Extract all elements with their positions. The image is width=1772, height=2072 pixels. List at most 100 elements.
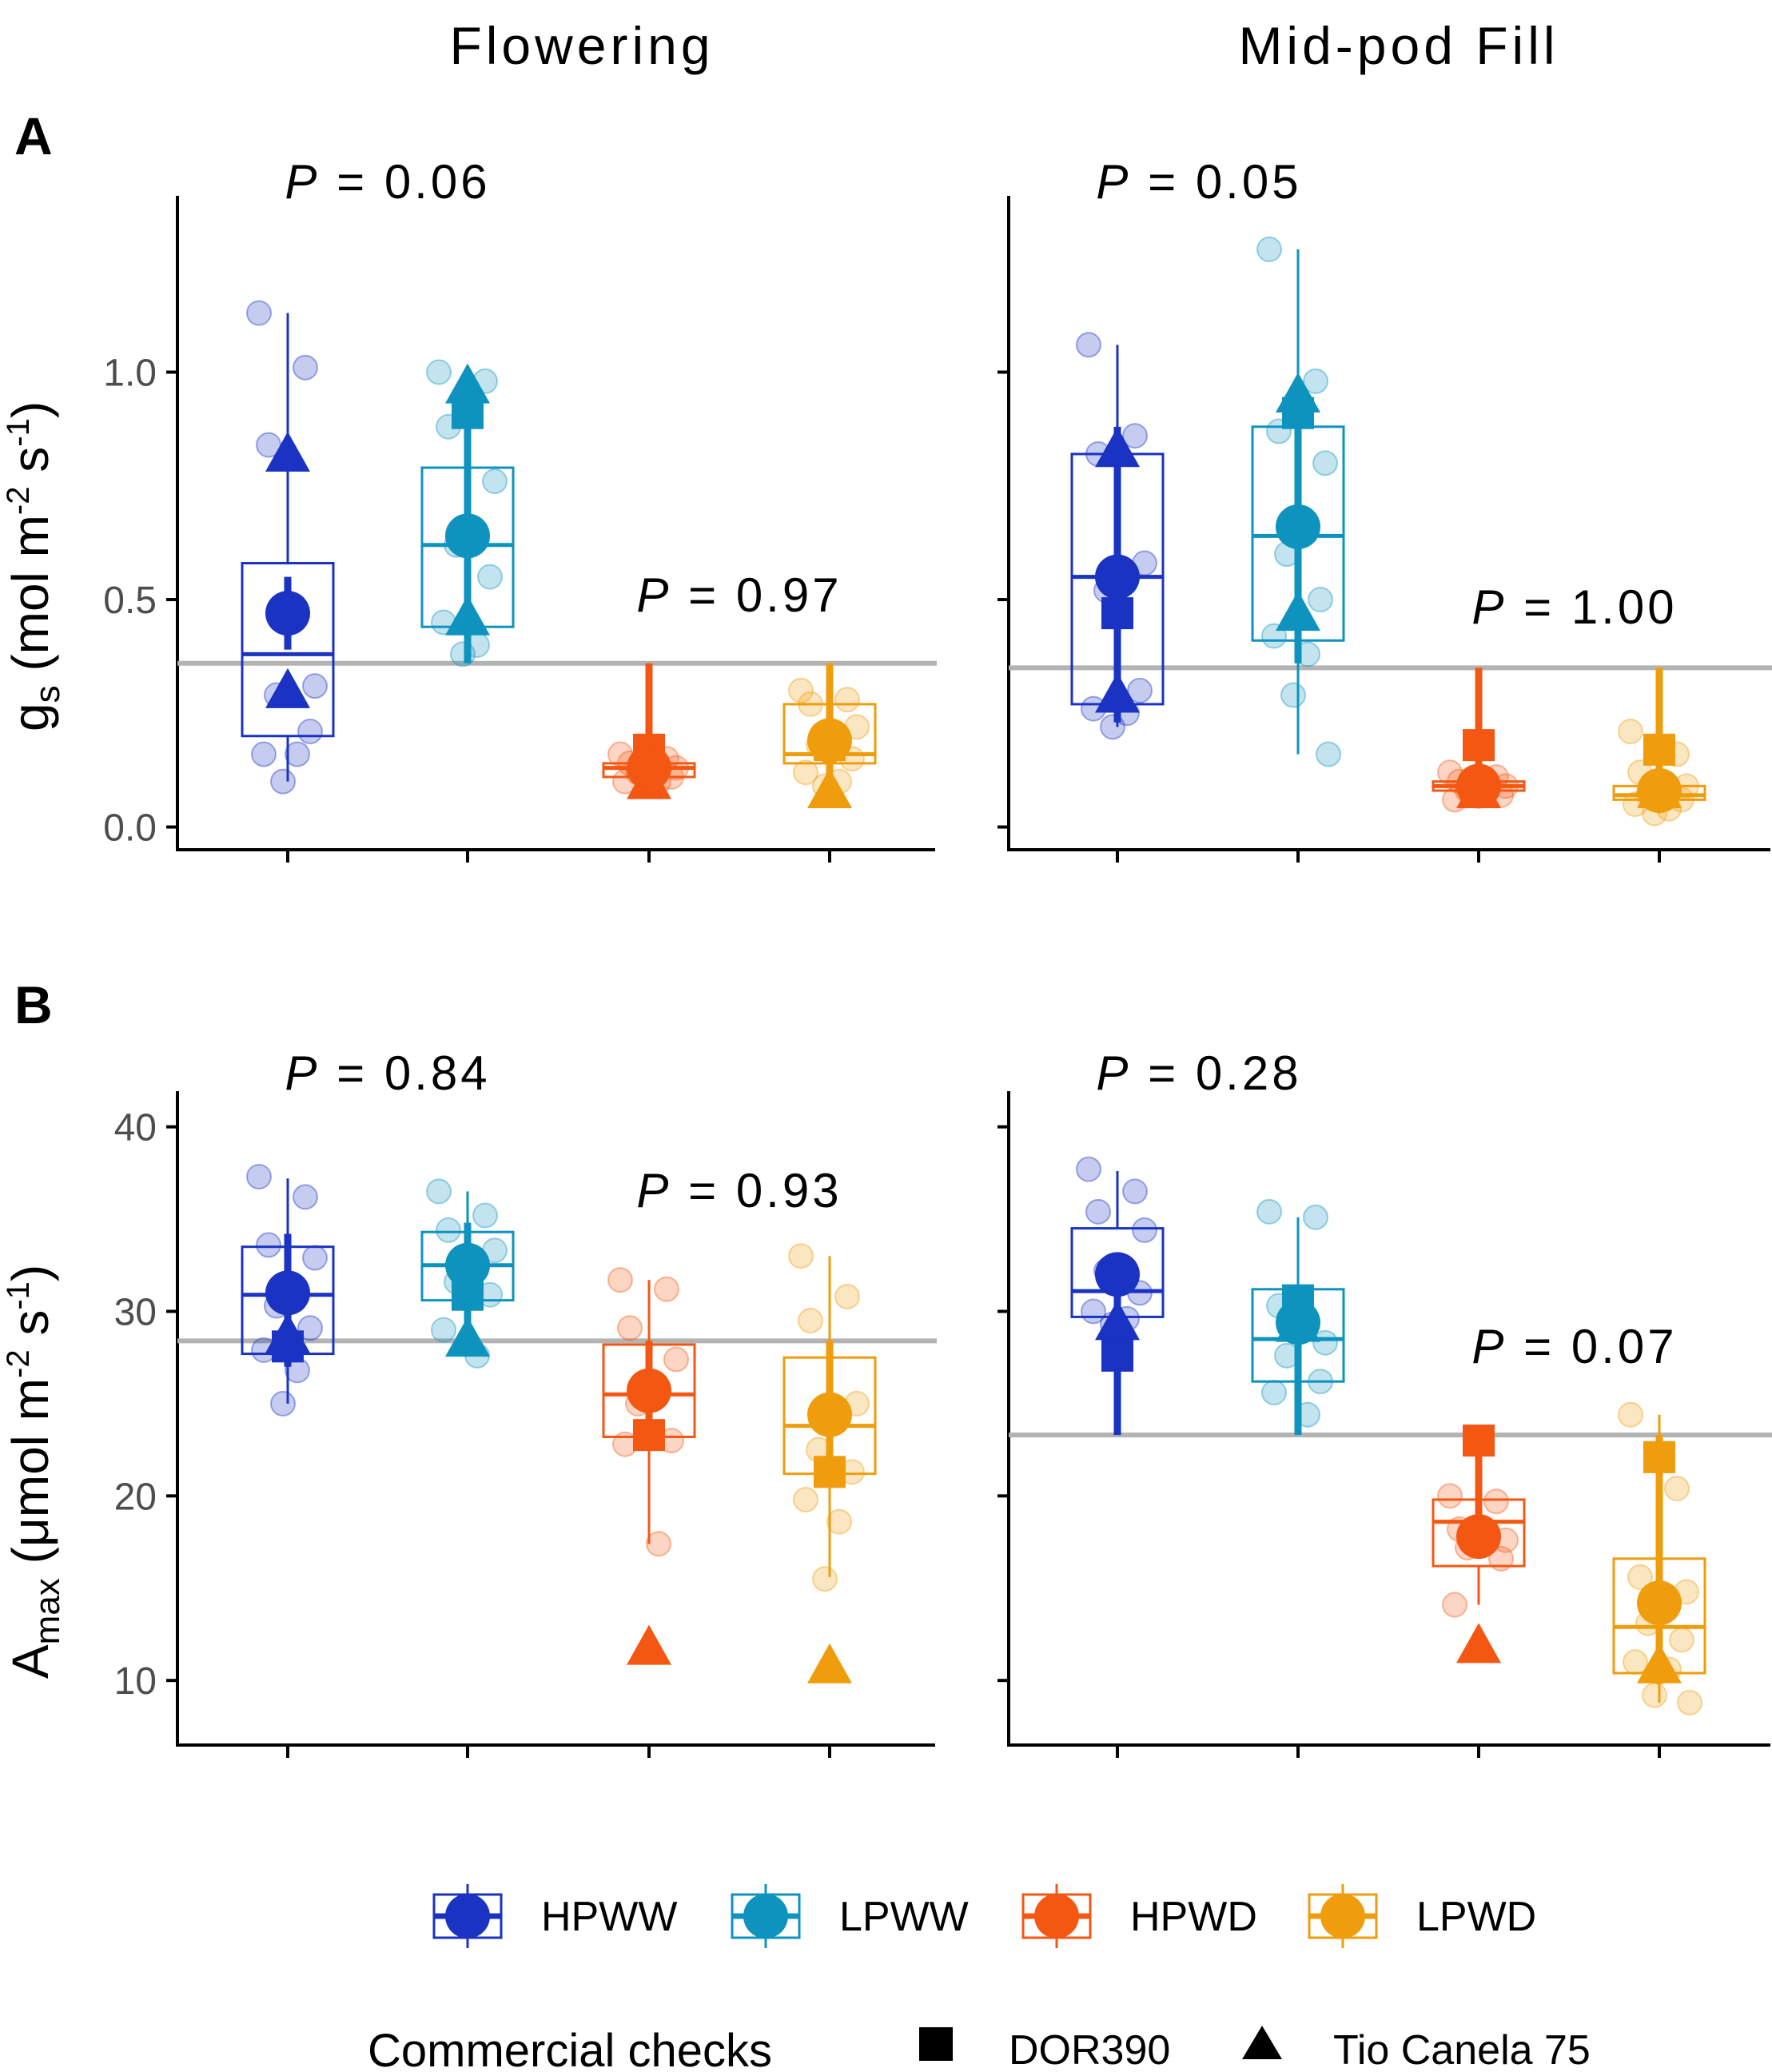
- legend-square-marker: [919, 2027, 953, 2061]
- tio-canela-marker: [1456, 1623, 1501, 1663]
- legend-label: HPWW: [541, 1894, 677, 1940]
- mean-point: [1456, 1514, 1501, 1559]
- p-value-symbol: P: [636, 568, 671, 622]
- legend-item-hpww: HPWW: [434, 1884, 677, 1948]
- y-label-exponent: -2: [1, 487, 36, 516]
- legend-check-tio-canela: Tio Canela 75: [1333, 2027, 1591, 2072]
- data-point: [794, 1488, 818, 1512]
- data-point: [1643, 1684, 1666, 1707]
- data-point: [835, 1285, 859, 1309]
- p-value-number: = 0.06: [320, 155, 490, 209]
- data-point: [247, 1165, 271, 1189]
- p-value-label: P = 0.93: [636, 1164, 842, 1217]
- group-hpwd: [603, 663, 695, 799]
- data-point: [271, 1392, 295, 1416]
- mean-point: [627, 1369, 671, 1413]
- dor390-marker: [814, 1456, 846, 1488]
- mean-point: [1276, 1300, 1320, 1345]
- group-hpwd: [1433, 1424, 1524, 1663]
- data-point: [271, 770, 295, 794]
- p-value-label: P = 0.07: [1471, 1320, 1677, 1373]
- column-title-flowering: Flowering: [449, 16, 714, 75]
- data-point: [1123, 1179, 1147, 1203]
- legend-checks-title: Commercial checks: [368, 2025, 772, 2072]
- data-point: [1443, 1593, 1467, 1617]
- y-label-subscript: s: [28, 685, 67, 703]
- data-point: [798, 1309, 822, 1333]
- legend-triangle-marker: [1242, 2026, 1282, 2059]
- data-point: [1438, 1484, 1462, 1508]
- data-point: [1086, 1200, 1110, 1224]
- data-point: [473, 1203, 497, 1227]
- p-value-symbol: P: [1096, 155, 1131, 209]
- data-point: [655, 1277, 679, 1301]
- p-value-symbol: P: [285, 155, 320, 209]
- y-axis-label-amax: Amax (μmol m-2 s-1): [1, 1265, 67, 1679]
- p-value-number: = 0.05: [1131, 155, 1301, 209]
- data-point: [1678, 1691, 1702, 1715]
- y-label-units-mid: s: [2, 1310, 59, 1350]
- y-label-main: A: [2, 1644, 59, 1679]
- mean-point: [445, 513, 490, 558]
- p-value-label: P = 0.28: [1096, 1046, 1301, 1100]
- mean-point: [1276, 504, 1320, 549]
- p-value-number: = 0.07: [1507, 1320, 1677, 1373]
- dor390-marker: [1101, 597, 1133, 629]
- y-label-subscript: max: [28, 1578, 67, 1644]
- mean-point: [445, 1243, 490, 1288]
- data-point: [1313, 451, 1337, 475]
- data-point: [1670, 1628, 1694, 1652]
- data-point: [618, 1316, 642, 1340]
- legend-label: HPWD: [1130, 1894, 1257, 1940]
- p-value-number: = 0.28: [1131, 1046, 1301, 1100]
- data-point: [1077, 1158, 1101, 1181]
- y-label-exponent: -2: [1, 1349, 36, 1378]
- group-hpww: [242, 1165, 333, 1416]
- y-label-main: g: [2, 703, 59, 731]
- data-point: [1308, 588, 1332, 612]
- mean-point: [627, 746, 671, 791]
- mean-point: [1456, 763, 1501, 808]
- data-point: [1665, 1476, 1689, 1500]
- y-tick-label: 20: [114, 1476, 157, 1518]
- legend-label: LPWD: [1416, 1894, 1536, 1940]
- p-value-label: P = 0.06: [285, 155, 490, 209]
- y-tick-label: 0.0: [103, 807, 157, 850]
- data-point: [835, 687, 859, 711]
- p-value-label: P = 0.84: [285, 1046, 490, 1100]
- data-point: [1304, 1205, 1328, 1229]
- data-point: [1077, 333, 1101, 357]
- data-point: [427, 361, 451, 385]
- data-point: [298, 719, 322, 743]
- panel-a-mid-pod-fill: P = 0.05P = 1.00: [997, 155, 1772, 863]
- chart-panels: 0.00.51.0P = 0.06P = 0.97P = 0.05P = 1.0…: [103, 155, 1772, 1758]
- legend-item-lpww: LPWW: [732, 1884, 969, 1948]
- data-point: [427, 1179, 451, 1203]
- legend-item-lpwd: LPWD: [1309, 1884, 1536, 1948]
- y-tick-label: 0.5: [103, 580, 157, 622]
- group-hpww: [1072, 1158, 1163, 1435]
- p-value-symbol: P: [285, 1046, 320, 1100]
- data-point: [1257, 1200, 1281, 1224]
- y-label-units-end: ): [2, 1265, 59, 1281]
- mean-point: [1095, 555, 1140, 600]
- legend-mean-swatch: [1320, 1894, 1365, 1939]
- data-point: [483, 469, 507, 493]
- data-point: [813, 1567, 837, 1591]
- group-lpwd: [784, 1244, 875, 1684]
- data-point: [1281, 683, 1305, 707]
- p-value-label: P = 0.97: [636, 568, 842, 622]
- mean-point: [1095, 1252, 1140, 1297]
- legend-item-hpwd: HPWD: [1023, 1884, 1257, 1948]
- y-tick-label: 30: [114, 1291, 157, 1333]
- mean-point: [1637, 1580, 1682, 1625]
- data-point: [247, 301, 271, 325]
- data-point: [303, 674, 327, 698]
- dor390-marker: [1463, 729, 1495, 761]
- group-lpwd: [1614, 667, 1705, 825]
- data-point: [1133, 1218, 1157, 1242]
- dor390-marker: [1101, 1340, 1133, 1372]
- data-point: [1619, 1403, 1643, 1427]
- group-hpwd: [1433, 667, 1524, 811]
- group-lpww: [1252, 1200, 1344, 1435]
